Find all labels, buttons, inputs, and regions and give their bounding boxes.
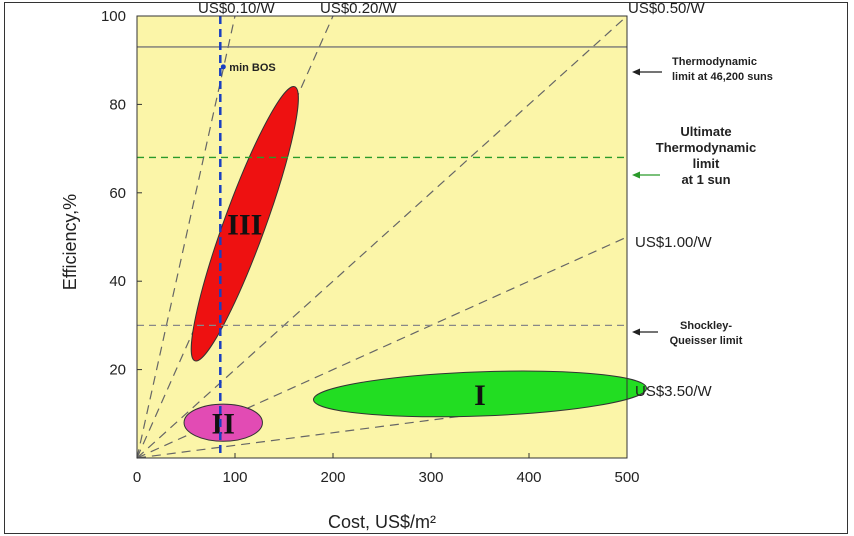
- x-tick-label-0: 0: [133, 469, 141, 486]
- y-tick-label-2: 60: [109, 185, 126, 202]
- y-tick-label-3: 80: [109, 96, 126, 113]
- limit-label-1-line-3: at 1 sun: [681, 172, 730, 187]
- min-bos-line: min BOS: [219, 16, 276, 458]
- x-tick-label-2: 200: [320, 469, 345, 486]
- cost-line-label-4: US$3.50/W: [635, 383, 713, 400]
- limit-arrowhead-0: [632, 68, 640, 76]
- region-III-ellipse: [190, 85, 299, 362]
- y-axis-label: Efficiency,%: [60, 194, 80, 290]
- limit-label-1-line-2: limit: [693, 156, 720, 171]
- limit-label-1-line-0: Ultimate: [680, 124, 731, 139]
- cost-line-label-3: US$1.00/W: [635, 234, 713, 251]
- region-I-ellipse: [312, 370, 648, 418]
- limit-label-2-line-1: Queisser limit: [670, 335, 743, 347]
- cost-line-label-0: US$0.10/W: [198, 0, 276, 17]
- annotations: US$0.10/W US$0.20/W US$0.50/W US$1.00/W US$3…: [198, 0, 773, 400]
- limit-label-1-line-1: Thermodynamic: [656, 140, 756, 155]
- min-bos-label: min BOS: [229, 62, 275, 74]
- y-tick-label-0: 20: [109, 362, 126, 379]
- axis-ticks: 0 100 200 300 400 500 20 40 60 80 100: [101, 8, 640, 486]
- region-II-label: II: [212, 408, 235, 441]
- min-bos-marker: [220, 64, 226, 70]
- region-III-label: III: [227, 209, 262, 242]
- x-axis-label: Cost, US$/m²: [328, 512, 436, 532]
- cost-line-label-1: US$0.20/W: [320, 0, 398, 17]
- efficiency-limit-lines: [137, 46, 627, 327]
- x-tick-label-5: 500: [614, 469, 639, 486]
- cost-line-0: [136, 15, 236, 459]
- y-tick-label-4: 100: [101, 8, 126, 25]
- cost-line-2: [136, 15, 628, 459]
- region-I-label: I: [474, 379, 486, 412]
- x-tick-label-4: 400: [516, 469, 541, 486]
- limit-label-2-line-0: Shockley-: [680, 320, 732, 332]
- x-tick-label-3: 300: [418, 469, 443, 486]
- limit-label-0-line-0: Thermodynamic: [672, 56, 757, 68]
- cost-line-label-2: US$0.50/W: [628, 0, 706, 17]
- y-tick-label-1: 40: [109, 273, 126, 290]
- region-II-ellipse: [183, 403, 263, 442]
- limit-arrowhead-1: [632, 171, 640, 179]
- x-tick-label-1: 100: [222, 469, 247, 486]
- plot-border: [136, 15, 628, 459]
- limit-arrowhead-2: [632, 328, 640, 336]
- limit-label-0-line-1: limit at 46,200 suns: [672, 71, 773, 83]
